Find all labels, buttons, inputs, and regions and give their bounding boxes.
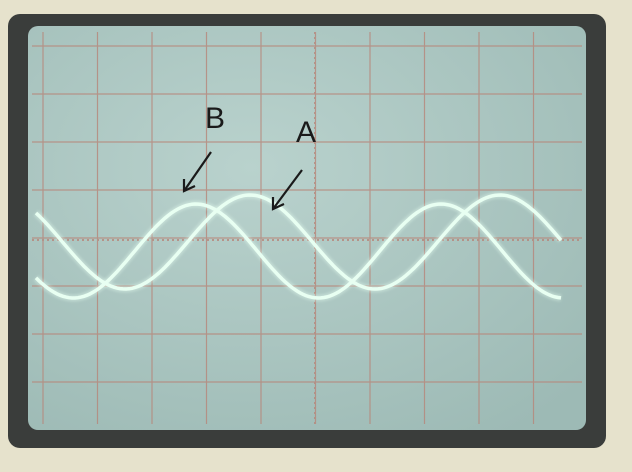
label-a: A — [296, 116, 316, 149]
page: B A (() => { const data = JSON.parse(doc… — [0, 0, 632, 472]
scope-photo: B A — [0, 0, 632, 472]
label-b: B — [205, 102, 225, 135]
screen — [28, 26, 586, 430]
